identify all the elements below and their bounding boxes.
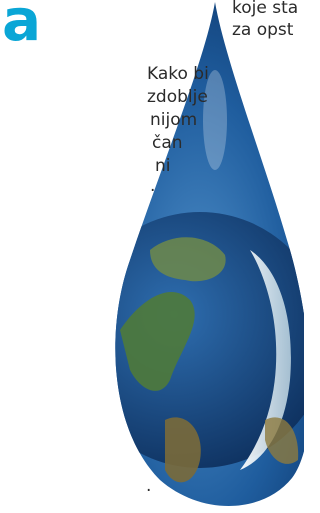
text-line: . <box>150 176 155 196</box>
text-line: nijom <box>150 110 197 130</box>
heading: a <box>2 0 41 52</box>
text-line: za opst <box>232 20 293 40</box>
text-line: zdoblje <box>147 87 208 107</box>
text-line: čan <box>152 133 183 153</box>
text-line: ni <box>155 156 171 176</box>
page: {"heading": "a", "right_column": {"lines… <box>0 0 304 513</box>
text-line: koje sta <box>232 0 298 18</box>
text-line: Kako bi <box>147 64 209 84</box>
text-line: . <box>146 476 151 496</box>
